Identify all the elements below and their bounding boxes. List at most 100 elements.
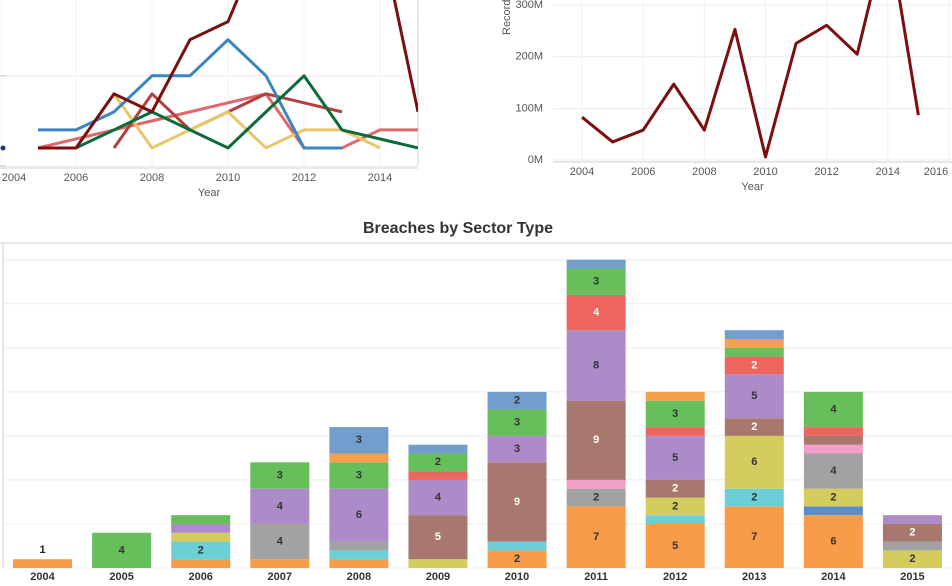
bar-segment [487,541,547,551]
bar-segment [724,356,784,375]
point [0,145,6,151]
data-label: 3 [672,408,678,420]
x-tick-label: 2010 [216,172,240,184]
bar-segment [408,453,468,472]
data-label: 5 [751,390,757,402]
bar-segment [645,497,705,516]
series-line [581,0,920,159]
bar-segment [408,444,468,454]
data-label: 2 [593,491,599,503]
x-tick-label: 2012 [292,172,316,184]
y-tick-label: 100M [515,102,543,114]
data-label: 1 [39,544,45,556]
bar-segment [803,427,863,436]
data-label: 3 [514,417,520,429]
data-label: 2 [514,395,520,407]
data-label: 2 [198,544,204,556]
x-tick-label: 2016 [924,166,948,178]
bar-segment [566,506,626,568]
y-tick-label: 200M [515,51,543,63]
bar-segment [329,488,389,542]
bar-segment [724,506,784,568]
bar-segment [724,330,784,340]
bar-segment [487,435,547,463]
bar-segment [803,453,863,489]
bar-segment [882,541,942,551]
data-label: 4 [830,465,837,477]
data-label: 4 [593,306,600,318]
bar-segment [171,541,231,560]
bar-segment [724,374,784,419]
x-tick-label: 2013 [742,571,766,583]
bar-segment [250,523,310,560]
bar-segment [566,268,626,295]
x-tick-label: 2011 [584,571,608,583]
data-label: 4 [830,403,837,415]
bar-segment [329,541,389,551]
x-tick-label: 2008 [692,166,716,178]
data-label: 2 [909,527,915,539]
bar-segment [645,391,705,401]
bar-segment [171,532,231,542]
data-label: 4 [277,535,284,547]
bar-segment [645,523,705,568]
bar-segment [487,409,547,436]
data-label: 2 [435,456,441,468]
data-label: 4 [119,544,126,556]
bar-segment [566,259,626,269]
x-tick-label: 2004 [570,166,594,178]
bar-segment [250,488,310,524]
bar-segment [171,523,231,533]
x-tick-label: 2014 [821,571,846,583]
data-label: 6 [830,535,836,547]
bar-segment [171,515,231,524]
series-line [37,92,418,150]
bar-segment [724,339,784,348]
x-tick-label: 2012 [663,571,687,583]
bar-segment [803,444,863,454]
y-axis-label: Records [501,0,513,35]
x-tick-label: 2010 [505,571,529,583]
bar-segment [803,488,863,507]
data-label: 5 [435,531,441,543]
bar-segment [645,479,705,498]
x-tick-label: 2009 [426,571,450,583]
bar-segment [645,400,705,428]
series-line [38,0,418,150]
data-label: 2 [830,491,836,503]
x-axis-label: Year [198,187,221,199]
bar-segment [645,427,705,436]
data-label: 3 [356,469,362,481]
bar-segment [566,479,626,489]
data-label: 6 [751,456,757,468]
bar-segment [487,462,547,542]
bar-segment [803,391,863,428]
x-tick-label: 2014 [876,166,900,178]
data-label: 3 [514,443,520,455]
x-tick-label: 2012 [814,166,838,178]
plot-area [581,0,920,159]
plot-area [0,0,418,151]
bar-segment [92,532,152,568]
data-label: 2 [909,553,915,565]
x-tick-label: 2006 [188,571,212,583]
bar-segment [803,506,863,516]
data-label: 6 [356,509,362,521]
data-label: 5 [672,540,678,552]
data-label: 9 [514,496,520,508]
bar-segment [803,515,863,568]
bar-segment [171,559,231,568]
data-label: 7 [593,531,599,543]
data-label: 4 [435,491,442,503]
x-tick-label: 2004 [30,571,55,583]
data-label: 5 [672,452,678,464]
bar-segment [329,559,389,568]
x-tick-label: 2014 [368,172,392,184]
data-label: 8 [593,359,599,371]
data-label: 4 [277,500,284,512]
x-tick-label: 2006 [64,172,88,184]
bar-segment [645,435,705,480]
data-label: 3 [277,469,283,481]
